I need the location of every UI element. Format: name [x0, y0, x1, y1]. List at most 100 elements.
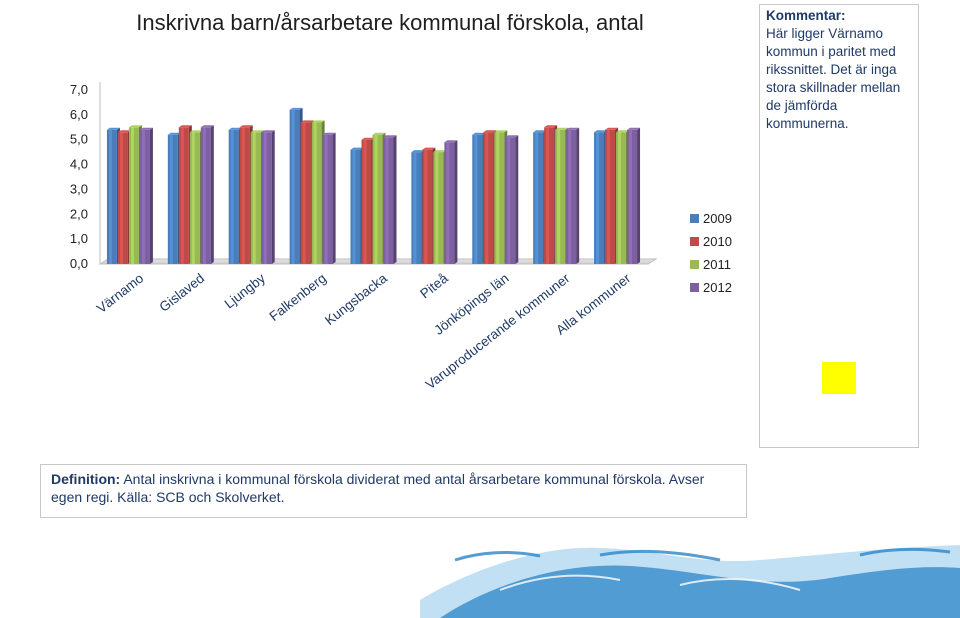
- y-tick-label: 7,0: [70, 82, 88, 97]
- comment-text: Här ligger Värnamo kommun i paritet med …: [766, 26, 901, 131]
- bar-highlight: [324, 134, 328, 264]
- y-tick-label: 1,0: [70, 231, 88, 246]
- bar-top: [594, 130, 608, 133]
- legend-swatch: [690, 283, 699, 292]
- bar-top: [533, 130, 547, 133]
- bar-top: [117, 130, 131, 133]
- bar-highlight: [230, 129, 234, 264]
- y-tick-label: 3,0: [70, 181, 88, 196]
- bar-2012-4: [383, 135, 397, 264]
- bar-highlight: [119, 132, 123, 264]
- bar-highlight: [252, 132, 256, 264]
- bar-top: [605, 127, 619, 130]
- yellow-indicator-square: [822, 362, 856, 394]
- bar-highlight: [496, 132, 500, 264]
- decorative-wave: [420, 545, 960, 618]
- bar-top: [422, 147, 436, 150]
- bar-top: [322, 132, 336, 135]
- bar-highlight: [363, 139, 367, 264]
- bar-highlight: [241, 127, 245, 265]
- bar-highlight: [202, 127, 206, 265]
- bar-side: [332, 132, 336, 264]
- x-tick-label: Falkenberg: [266, 271, 328, 324]
- bar-top: [544, 125, 558, 128]
- definition-text: Antal inskrivna i kommunal förskola divi…: [51, 471, 705, 505]
- bar-top: [178, 125, 192, 128]
- bar-highlight: [629, 129, 633, 264]
- bar-top: [361, 137, 375, 140]
- bar-top: [311, 120, 325, 123]
- bar-highlight: [385, 137, 389, 264]
- bar-top: [433, 150, 447, 153]
- bar-2012-8: [627, 127, 641, 265]
- chart-title: Inskrivna barn/årsarbetare kommunal förs…: [136, 10, 644, 35]
- legend-swatch: [690, 237, 699, 246]
- chart-legend: 2009 2010 2011 2012: [690, 211, 732, 295]
- x-tick-label: Kungsbacka: [322, 270, 390, 328]
- legend-label: 2009: [703, 211, 732, 226]
- y-tick-label: 5,0: [70, 132, 88, 147]
- bar-top: [261, 130, 275, 133]
- x-tick-label: Piteå: [417, 270, 451, 301]
- bar-top: [555, 127, 569, 130]
- bar-2012-2: [261, 130, 275, 264]
- bar-highlight: [485, 132, 489, 264]
- bar-highlight: [607, 129, 611, 264]
- x-tick-label: Gislaved: [157, 271, 208, 315]
- bar-side: [515, 135, 519, 264]
- bar-top: [189, 130, 203, 133]
- bar-side: [637, 127, 641, 265]
- bar-top: [372, 132, 386, 135]
- definition-box: Definition: Antal inskrivna i kommunal f…: [40, 464, 747, 518]
- legend-swatch: [690, 260, 699, 269]
- bar-top: [411, 150, 425, 153]
- bar-2012-3: [322, 132, 336, 264]
- bar-highlight: [535, 132, 539, 264]
- bar-top: [128, 125, 142, 128]
- comment-box: Kommentar: Här ligger Värnamo kommun i p…: [759, 4, 919, 448]
- y-tick-label: 2,0: [70, 206, 88, 221]
- bar-top: [250, 130, 264, 133]
- bar-highlight: [557, 129, 561, 264]
- bar-side: [149, 127, 153, 265]
- comment-heading: Kommentar:: [766, 8, 846, 23]
- bar-top: [444, 140, 458, 143]
- bar-highlight: [435, 152, 439, 264]
- bar-highlight: [302, 122, 306, 264]
- bar-highlight: [413, 152, 417, 264]
- y-tick-label: 4,0: [70, 157, 88, 172]
- bar-highlight: [180, 127, 184, 265]
- bar-highlight: [141, 129, 145, 264]
- bar-highlight: [169, 134, 173, 264]
- bar-side: [393, 135, 397, 264]
- bar-highlight: [374, 134, 378, 264]
- bar-highlight: [546, 127, 550, 265]
- bar-2012-1: [200, 125, 214, 265]
- bar-side: [210, 125, 214, 265]
- bar-highlight: [291, 109, 295, 264]
- bar-2012-7: [566, 127, 580, 265]
- bar-top: [472, 132, 486, 135]
- bar-2012-5: [444, 140, 458, 264]
- bar-2012-6: [505, 135, 519, 264]
- x-tick-labels: Värnamo Gislaved LjungbyFalkenbergKungsbac…: [94, 270, 634, 392]
- legend-label: 2012: [703, 280, 732, 295]
- legend-label: 2011: [703, 257, 731, 272]
- bar-top: [300, 120, 314, 123]
- y-tick-labels: 0,0 1,0 2,0 3,0 4,0 5,0 6,0 7,0: [70, 82, 88, 271]
- bar-top: [494, 130, 508, 133]
- definition-label: Definition:: [51, 471, 121, 487]
- bar-highlight: [568, 129, 572, 264]
- bar-top: [566, 127, 580, 130]
- y-tick-label: 6,0: [70, 107, 88, 122]
- bar-2012-0: [139, 127, 153, 265]
- bar-highlight: [507, 137, 511, 264]
- bar-top: [483, 130, 497, 133]
- y-tick-label: 0,0: [70, 256, 88, 271]
- bar-highlight: [313, 122, 317, 264]
- bar-highlight: [108, 129, 112, 264]
- bar-top: [139, 127, 153, 130]
- bar-top: [106, 127, 120, 130]
- x-tick-label: Värnamo: [94, 271, 146, 317]
